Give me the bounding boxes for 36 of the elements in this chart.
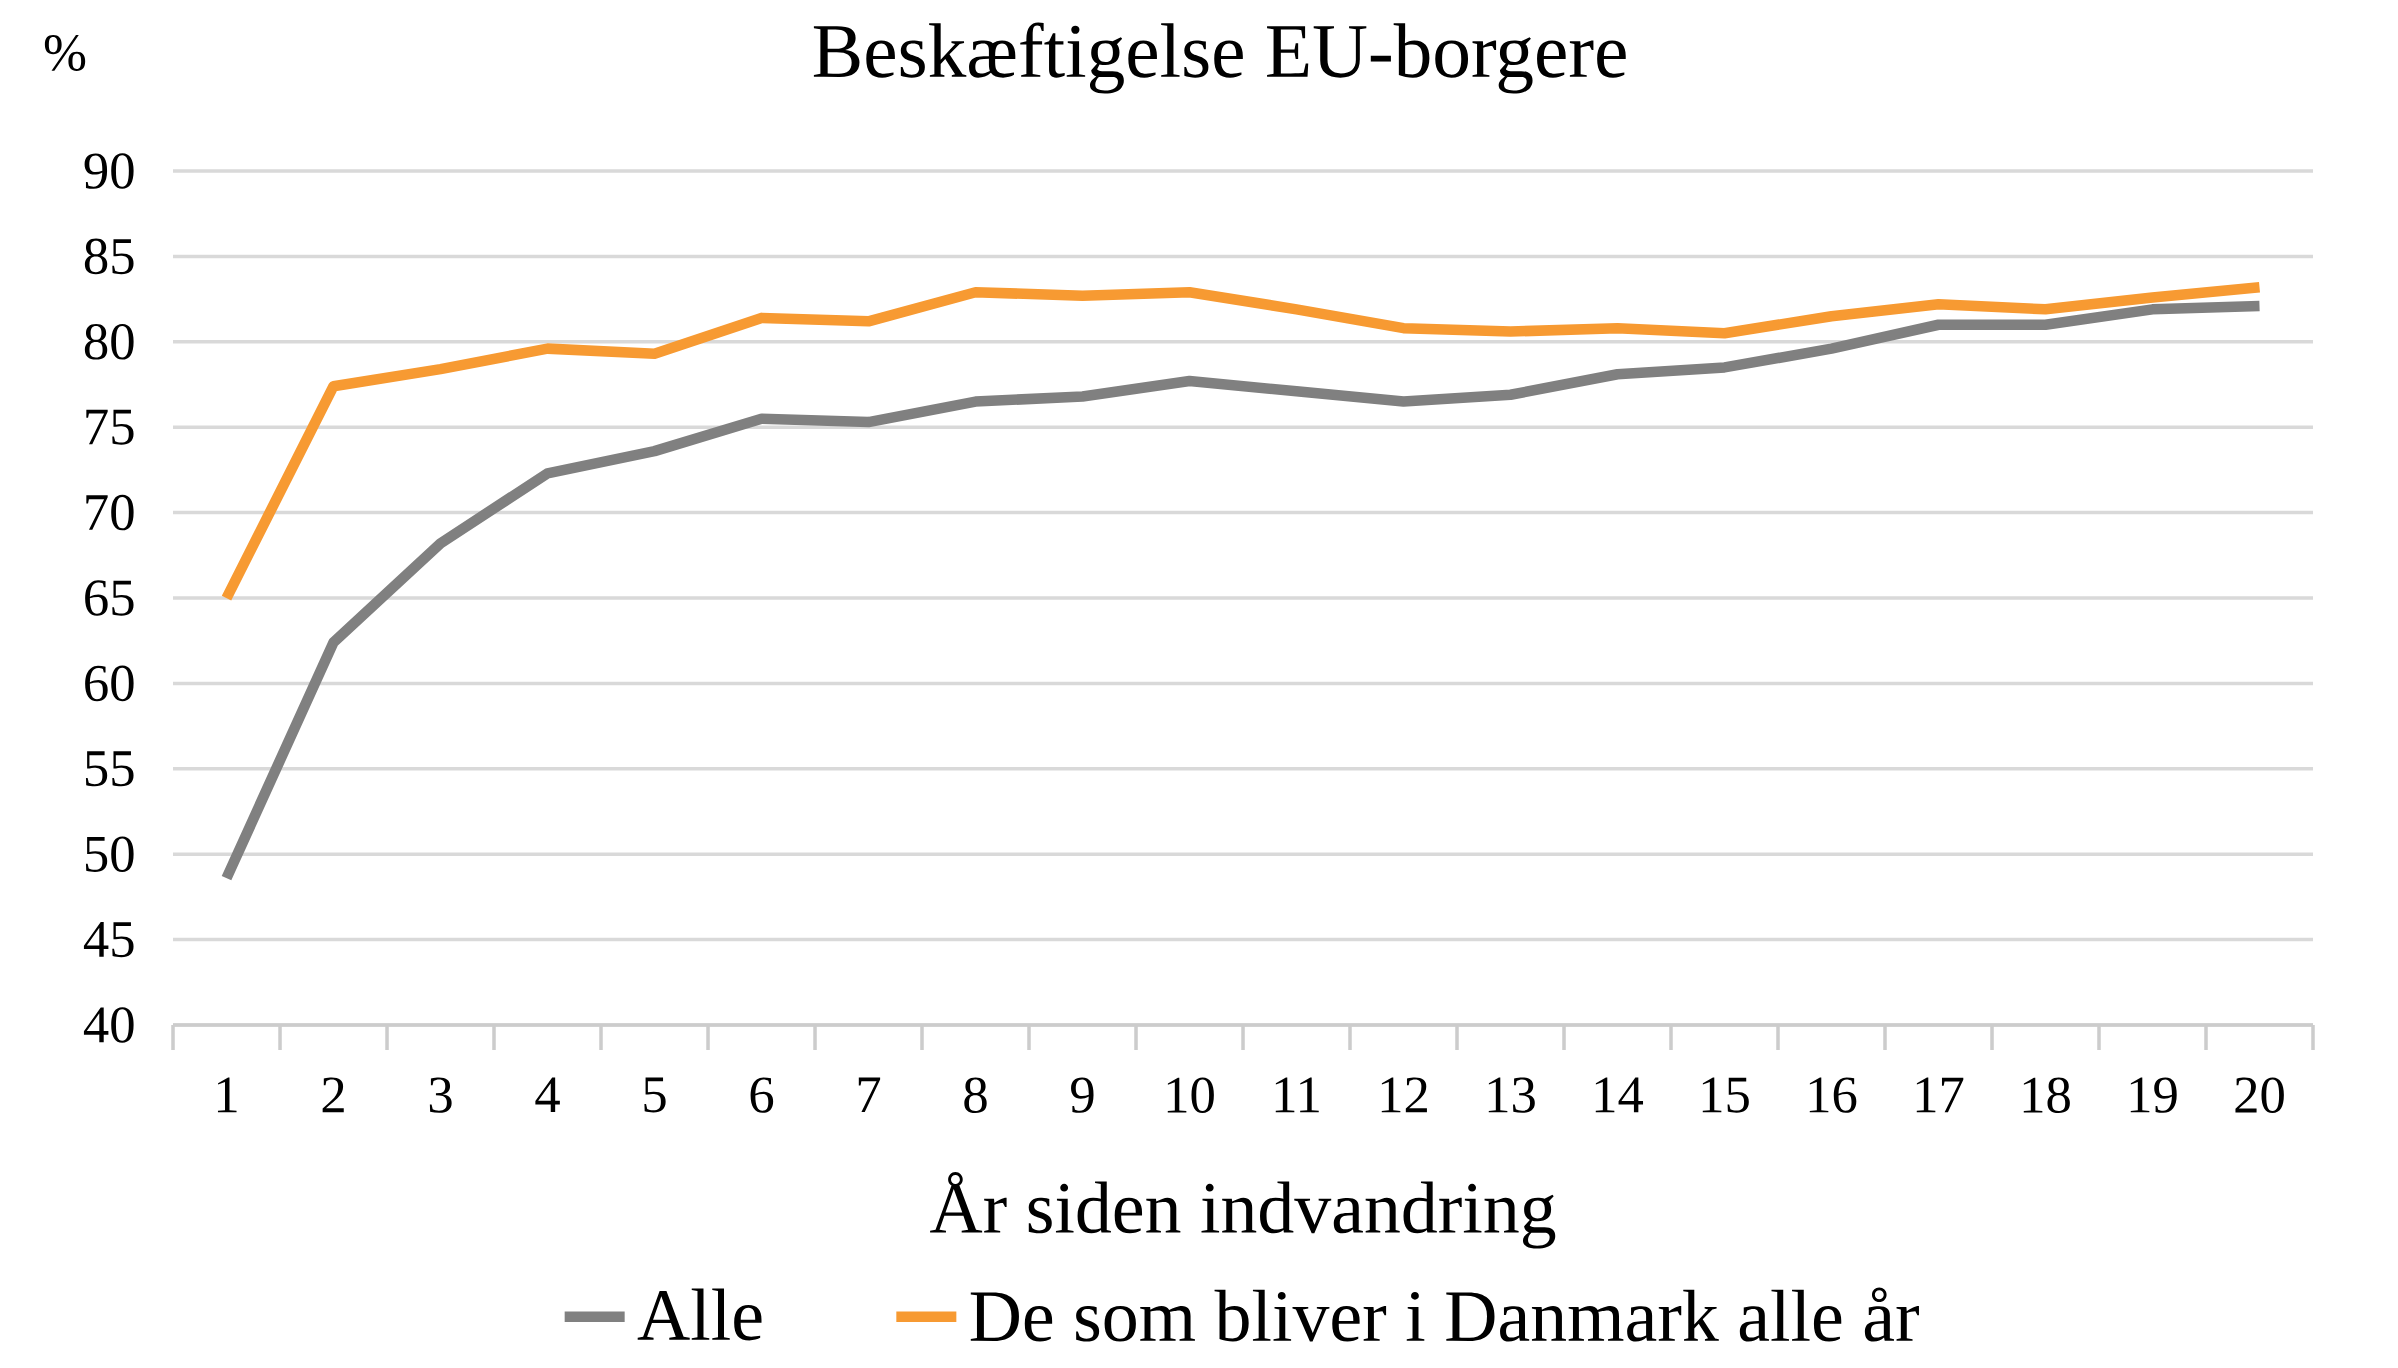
x-tick-label: 6 [750,1077,774,1113]
legend-label: Alle [637,1288,762,1341]
x-tick-label: 19 [2130,1077,2177,1113]
y-tick-label: 45 [83,922,134,958]
y-tick-label: 50 [85,836,134,872]
y-tick-label: 55 [85,751,134,787]
y-tick-label: 70 [86,494,134,531]
y-axis-title: % [44,35,86,71]
x-tick-label: 8 [964,1077,987,1113]
x-axis-title: År siden indvandring [930,1172,1556,1249]
x-tick-label: 5 [644,1077,666,1113]
x-tick-label: 12 [1381,1077,1427,1113]
y-tick-label: 60 [85,665,134,702]
x-tick-label: 4 [535,1077,560,1113]
x-tick-label: 15 [1702,1077,1749,1113]
x-tick-label: 10 [1167,1077,1214,1113]
x-tick-label: 14 [1595,1077,1644,1113]
x-tick-label: 7 [858,1077,881,1112]
x-tick-label: 16 [1809,1077,1857,1113]
x-tick-label: 2 [322,1077,344,1113]
chart-title: Beskæftigelse EU-borgere [813,22,1626,94]
x-tick-label: 17 [1916,1077,1964,1113]
x-tick-label: 3 [429,1077,452,1113]
y-tick-label: 85 [84,238,134,275]
legend-label: De som bliver i Danmark alle år [970,1287,1919,1342]
x-tick-label: 20 [2235,1077,2284,1113]
x-tick-label: 9 [1071,1077,1094,1113]
x-tick-label: 13 [1488,1077,1535,1113]
x-tick-label: 11 [1275,1077,1319,1113]
y-tick-label: 65 [85,580,134,616]
y-tick-label: 75 [86,409,134,445]
y-tick-label: 40 [83,1007,134,1043]
y-tick-label: 90 [84,153,134,189]
x-tick-label: 18 [2023,1077,2070,1113]
y-tick-label: 80 [84,324,134,360]
x-tick-label: 1 [217,1077,237,1113]
